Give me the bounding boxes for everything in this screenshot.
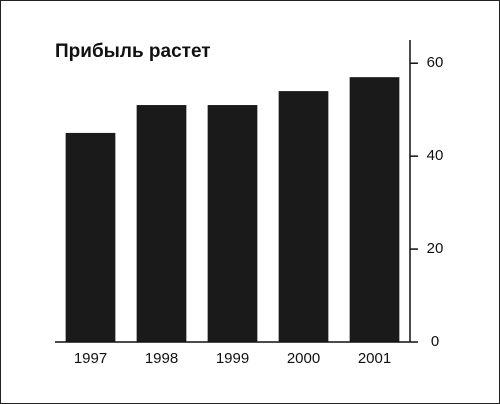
bar — [136, 105, 187, 343]
y-tick-label: 0 — [431, 333, 439, 350]
x-tick-label: 1998 — [145, 350, 178, 367]
bar — [207, 105, 258, 343]
bar — [349, 77, 400, 343]
x-tick-label: 1997 — [74, 350, 107, 367]
x-tick-label: 2001 — [358, 350, 391, 367]
bar — [278, 91, 329, 342]
chart-title: Прибыль растет — [55, 41, 211, 62]
y-tick-label: 40 — [427, 147, 444, 164]
y-tick-label: 60 — [427, 54, 444, 71]
bar — [65, 132, 116, 342]
x-tick-label: 2000 — [287, 350, 320, 367]
y-tick-label: 20 — [427, 240, 444, 257]
x-tick-label: 1999 — [216, 350, 249, 367]
